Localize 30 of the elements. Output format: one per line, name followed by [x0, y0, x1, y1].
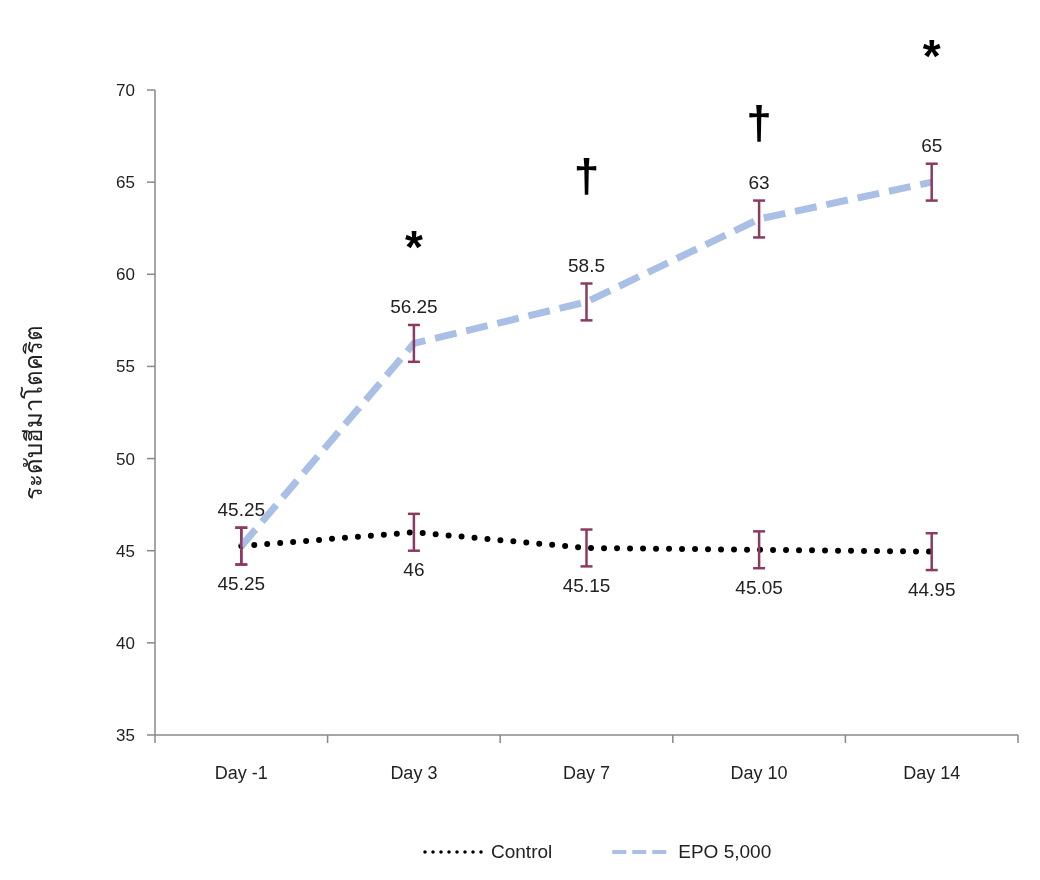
y-tick-label: 60: [116, 265, 135, 285]
y-tick-label: 55: [116, 357, 135, 377]
y-axis-title: ระดับฮีมาโตคริต: [20, 325, 47, 500]
legend-label: Control: [491, 841, 553, 862]
x-tick-label: Day 7: [562, 763, 611, 783]
y-tick-label: 65: [116, 173, 135, 193]
y-tick-label: 35: [116, 726, 135, 745]
data-label: 46: [403, 559, 425, 581]
y-tick-label: 50: [116, 449, 135, 469]
data-label: 45.25: [217, 573, 266, 595]
x-tick-label: Day -1: [214, 763, 268, 783]
data-label: 45.15: [562, 574, 611, 596]
annotation: *: [404, 221, 423, 274]
x-tick-label: Day 3: [390, 763, 438, 783]
data-label: 44.95: [907, 578, 956, 600]
data-label: 58.5: [568, 254, 605, 276]
text: *: [922, 30, 941, 83]
x-tick-label: Day 10: [730, 763, 788, 783]
y-tick-label: 70: [116, 81, 135, 100]
data-label: 45.25: [217, 499, 266, 521]
legend-label: EPO 5,000: [678, 841, 772, 862]
x-tick-label: Day 14: [903, 763, 961, 783]
data-label: 56.25: [390, 296, 438, 318]
data-label: 63: [748, 172, 770, 193]
y-tick-label: 45: [116, 541, 135, 561]
y-tick-label: 40: [116, 633, 135, 653]
data-label: 45.05: [735, 576, 783, 598]
annotation: †: [573, 149, 600, 202]
annotation: †: [746, 97, 772, 149]
data-label: 65: [921, 135, 943, 157]
